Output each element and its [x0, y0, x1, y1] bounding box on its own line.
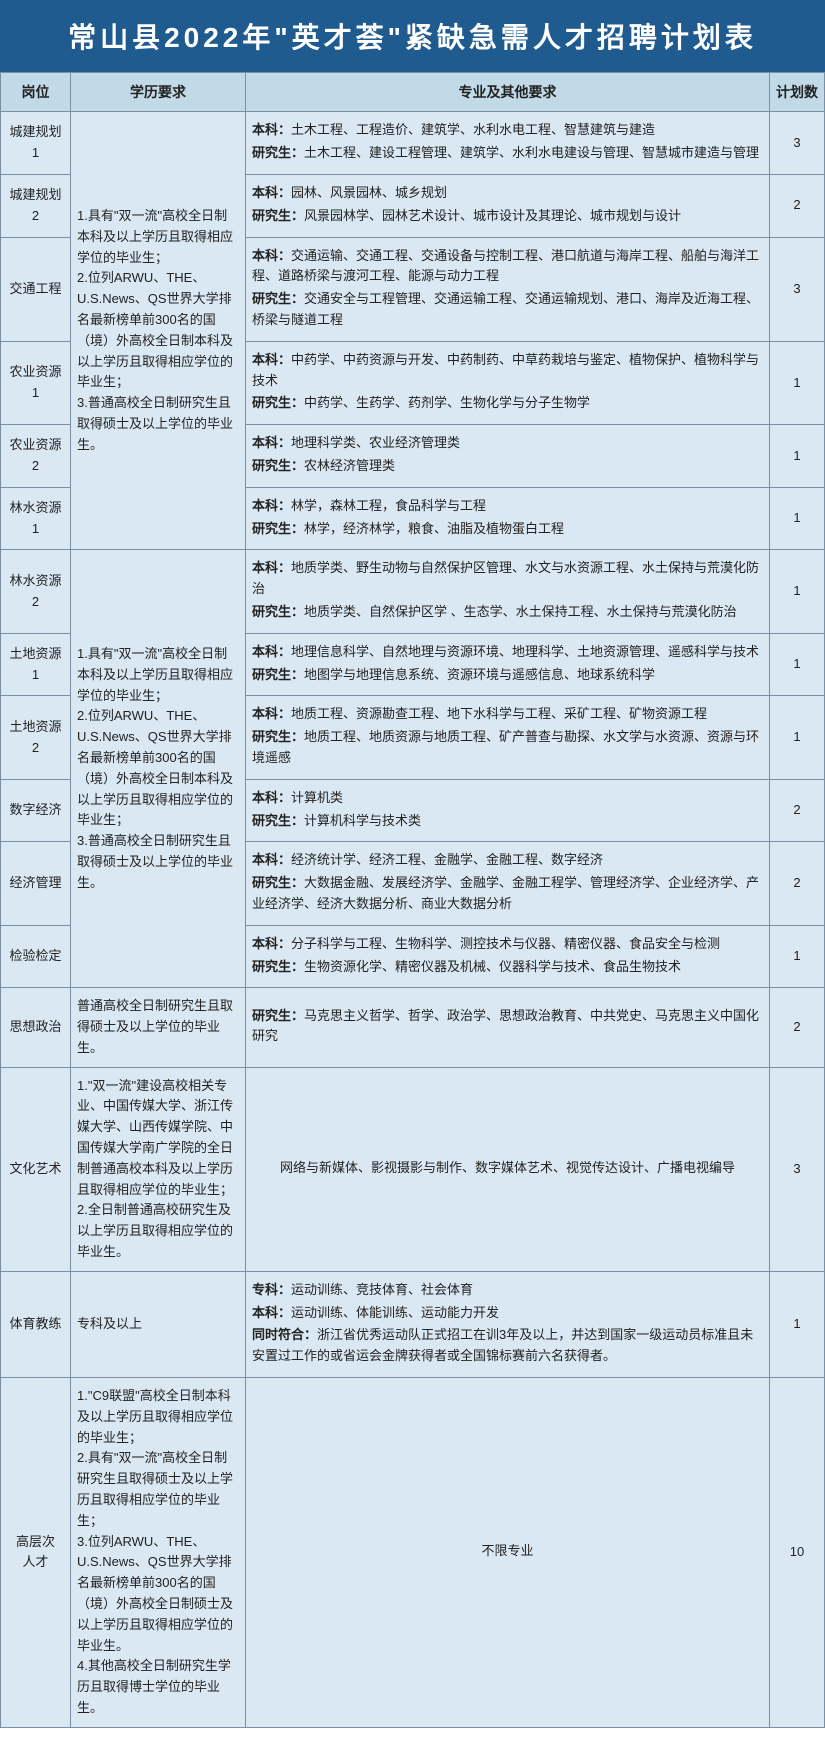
cell-post: 土地资源1 — [1, 633, 71, 696]
cell-post: 土地资源2 — [1, 696, 71, 779]
cell-count: 3 — [770, 237, 825, 341]
cell-requirement: 本科：计算机类研究生：计算机科学与技术类 — [246, 779, 770, 842]
cell-post: 数字经济 — [1, 779, 71, 842]
cell-count: 3 — [770, 112, 825, 175]
cell-requirement: 本科：林学，森林工程，食品科学与工程研究生：林学，经济林学，粮食、油脂及植物蛋白… — [246, 487, 770, 550]
col-header: 学历要求 — [71, 73, 246, 112]
cell-count: 1 — [770, 425, 825, 488]
cell-education: 专科及以上 — [71, 1271, 246, 1377]
table-row: 体育教练专科及以上专科：运动训练、竞技体育、社会体育本科：运动训练、体能训练、运… — [1, 1271, 825, 1377]
cell-post: 农业资源1 — [1, 341, 71, 424]
cell-post: 体育教练 — [1, 1271, 71, 1377]
table-row: 高层次人才1."C9联盟"高校全日制本科及以上学历且取得相应学位的毕业生；2.具… — [1, 1378, 825, 1728]
cell-count: 3 — [770, 1067, 825, 1271]
col-header: 专业及其他要求 — [246, 73, 770, 112]
cell-count: 1 — [770, 696, 825, 779]
cell-requirement: 本科：交通运输、交通工程、交通设备与控制工程、港口航道与海岸工程、船舶与海洋工程… — [246, 237, 770, 341]
cell-requirement: 本科：中药学、中药资源与开发、中药制药、中草药栽培与鉴定、植物保护、植物科学与技… — [246, 341, 770, 424]
col-header: 计划数 — [770, 73, 825, 112]
cell-post: 林水资源2 — [1, 550, 71, 633]
cell-requirement: 专科：运动训练、竞技体育、社会体育本科：运动训练、体能训练、运动能力开发同时符合… — [246, 1271, 770, 1377]
cell-count: 2 — [770, 988, 825, 1067]
table-row: 思想政治普通高校全日制研究生且取得硕士及以上学位的毕业生。研究生：马克思主义哲学… — [1, 988, 825, 1067]
cell-post: 经济管理 — [1, 842, 71, 925]
cell-count: 1 — [770, 633, 825, 696]
cell-education: 1."C9联盟"高校全日制本科及以上学历且取得相应学位的毕业生；2.具有"双一流… — [71, 1378, 246, 1728]
cell-requirement: 本科：分子科学与工程、生物科学、测控技术与仪器、精密仪器、食品安全与检测研究生：… — [246, 925, 770, 988]
cell-education: 1."双一流"建设高校相关专业、中国传媒大学、浙江传媒大学、山西传媒学院、中国传… — [71, 1067, 246, 1271]
table-row: 城建规划11.具有"双一流"高校全日制本科及以上学历且取得相应学位的毕业生；2.… — [1, 112, 825, 175]
cell-requirement: 网络与新媒体、影视摄影与制作、数字媒体艺术、视觉传达设计、广播电视编导 — [246, 1067, 770, 1271]
cell-requirement: 研究生：马克思主义哲学、哲学、政治学、思想政治教育、中共党史、马克思主义中国化研… — [246, 988, 770, 1067]
cell-post: 农业资源2 — [1, 425, 71, 488]
table-row: 文化艺术1."双一流"建设高校相关专业、中国传媒大学、浙江传媒大学、山西传媒学院… — [1, 1067, 825, 1271]
cell-count: 2 — [770, 779, 825, 842]
cell-post: 交通工程 — [1, 237, 71, 341]
recruitment-table: 岗位学历要求专业及其他要求计划数 城建规划11.具有"双一流"高校全日制本科及以… — [0, 72, 825, 1728]
cell-post: 检验检定 — [1, 925, 71, 988]
cell-requirement: 本科：地质工程、资源勘查工程、地下水科学与工程、采矿工程、矿物资源工程研究生：地… — [246, 696, 770, 779]
cell-count: 10 — [770, 1378, 825, 1728]
table-title: 常山县2022年"英才荟"紧缺急需人才招聘计划表 — [0, 0, 825, 72]
cell-post: 思想政治 — [1, 988, 71, 1067]
cell-education: 1.具有"双一流"高校全日制本科及以上学历且取得相应学位的毕业生；2.位列ARW… — [71, 550, 246, 988]
cell-count: 1 — [770, 925, 825, 988]
cell-requirement: 本科：园林、风景园林、城乡规划研究生：风景园林学、园林艺术设计、城市设计及其理论… — [246, 174, 770, 237]
cell-post: 文化艺术 — [1, 1067, 71, 1271]
cell-post: 林水资源1 — [1, 487, 71, 550]
cell-requirement: 不限专业 — [246, 1378, 770, 1728]
cell-post: 城建规划2 — [1, 174, 71, 237]
cell-requirement: 本科：地理信息科学、自然地理与资源环境、地理科学、土地资源管理、遥感科学与技术研… — [246, 633, 770, 696]
table-row: 林水资源21.具有"双一流"高校全日制本科及以上学历且取得相应学位的毕业生；2.… — [1, 550, 825, 633]
cell-requirement: 本科：地质学类、野生动物与自然保护区管理、水文与水资源工程、水土保持与荒漠化防治… — [246, 550, 770, 633]
col-header: 岗位 — [1, 73, 71, 112]
cell-post: 高层次人才 — [1, 1378, 71, 1728]
cell-education: 1.具有"双一流"高校全日制本科及以上学历且取得相应学位的毕业生；2.位列ARW… — [71, 112, 246, 550]
cell-count: 1 — [770, 487, 825, 550]
cell-count: 2 — [770, 174, 825, 237]
cell-education: 普通高校全日制研究生且取得硕士及以上学位的毕业生。 — [71, 988, 246, 1067]
cell-count: 1 — [770, 1271, 825, 1377]
cell-requirement: 本科：土木工程、工程造价、建筑学、水利水电工程、智慧建筑与建造研究生：土木工程、… — [246, 112, 770, 175]
cell-count: 2 — [770, 842, 825, 925]
cell-count: 1 — [770, 341, 825, 424]
cell-count: 1 — [770, 550, 825, 633]
cell-post: 城建规划1 — [1, 112, 71, 175]
cell-requirement: 本科：经济统计学、经济工程、金融学、金融工程、数字经济研究生：大数据金融、发展经… — [246, 842, 770, 925]
cell-requirement: 本科：地理科学类、农业经济管理类研究生：农林经济管理类 — [246, 425, 770, 488]
